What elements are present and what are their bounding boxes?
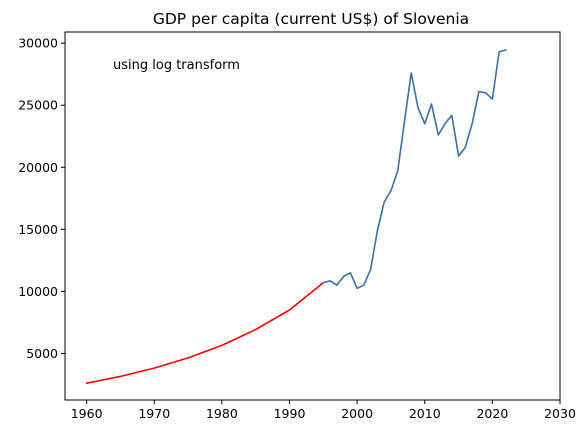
x-tick-label: 2000 (341, 406, 373, 421)
y-tick-label: 25000 (18, 98, 58, 113)
x-tick-label: 1980 (206, 406, 238, 421)
x-tick-label: 1990 (274, 406, 306, 421)
series-line-1 (87, 283, 324, 384)
y-tick-label: 5000 (26, 346, 58, 361)
chart-annotation: using log transform (113, 58, 240, 73)
x-tick-label: 2020 (476, 406, 508, 421)
plot-frame (65, 32, 560, 400)
y-tick-label: 10000 (18, 284, 58, 299)
series-line-2 (323, 50, 506, 288)
plot-area: 1960 1970 1980 1990 2000 2010 2020 2030 5000 1000… (18, 32, 576, 421)
x-tick-label: 2030 (544, 406, 576, 421)
y-tick-label: 30000 (18, 36, 58, 51)
y-tick-label: 20000 (18, 160, 58, 175)
x-tick-label: 1970 (138, 406, 170, 421)
x-tick-label: 2010 (409, 406, 441, 421)
x-tick-label: 1960 (71, 406, 103, 421)
y-tick-label: 15000 (18, 222, 58, 237)
chart-title: GDP per capita (current US$) of Slovenia (153, 10, 469, 28)
